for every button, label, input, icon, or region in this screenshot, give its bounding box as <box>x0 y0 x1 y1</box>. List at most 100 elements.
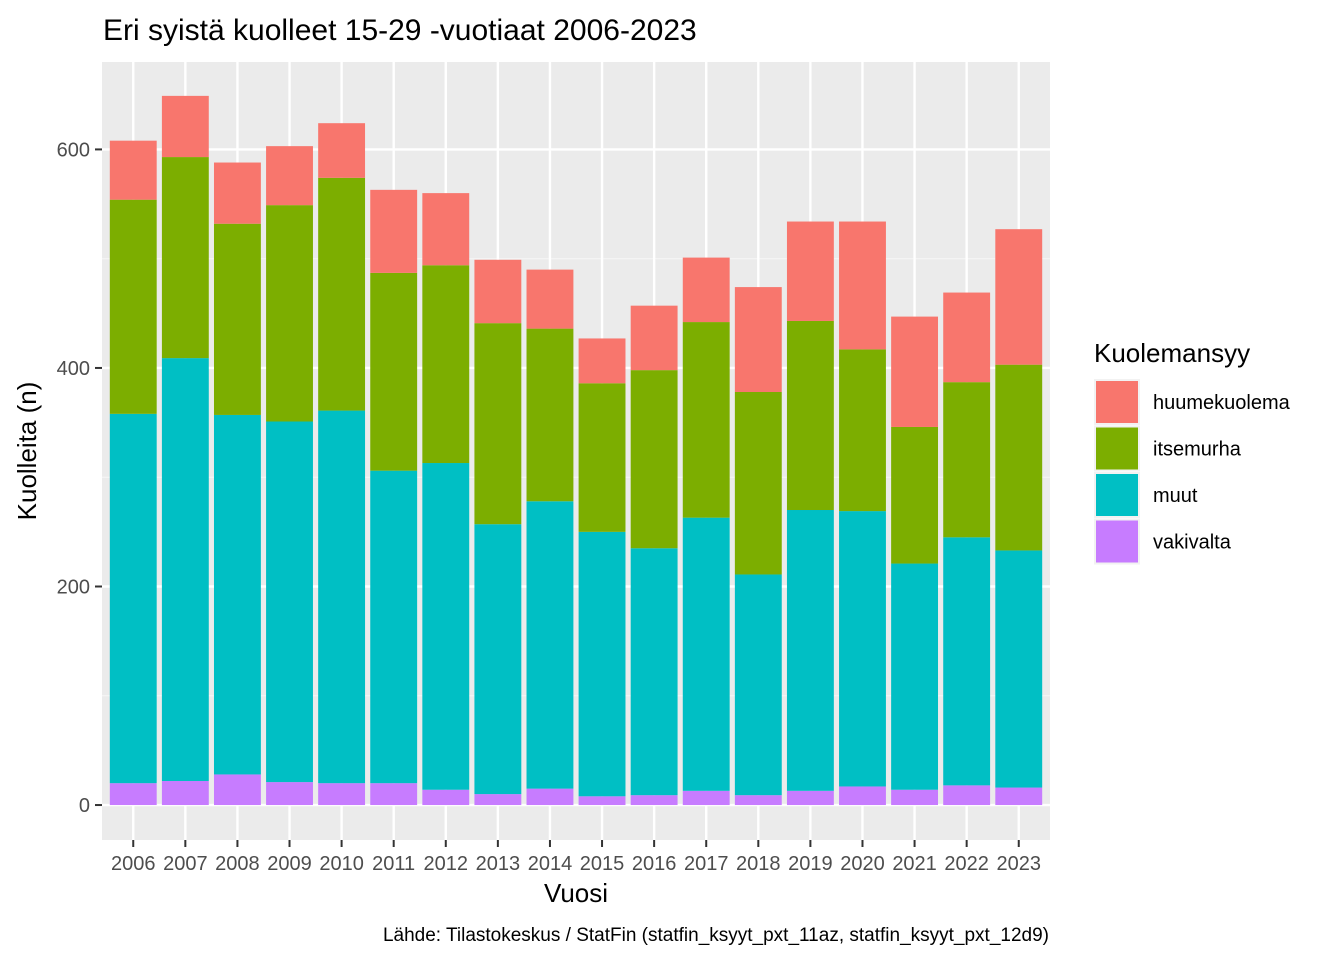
bar-vakivalta-2017 <box>682 790 730 806</box>
bar-vakivalta-2010 <box>318 783 366 806</box>
y-tick-label: 400 <box>57 358 90 380</box>
bar-muut-2014 <box>526 501 574 789</box>
bar-vakivalta-2012 <box>422 789 470 806</box>
bar-vakivalta-2015 <box>578 796 626 806</box>
x-tick-label: 2021 <box>892 853 937 875</box>
bar-huumekuolema-2011 <box>370 189 418 273</box>
legend-label-huumekuolema: huumekuolema <box>1153 392 1291 414</box>
y-tick-label: 0 <box>79 795 90 817</box>
x-tick-label: 2008 <box>215 853 260 875</box>
x-tick-label: 2017 <box>684 853 729 875</box>
bar-muut-2010 <box>318 410 366 784</box>
y-axis-label: Kuolleita (n) <box>12 382 42 521</box>
bar-itsemurha-2008 <box>213 223 261 415</box>
bar-muut-2019 <box>786 510 834 791</box>
bar-itsemurha-2010 <box>318 177 366 411</box>
bar-vakivalta-2009 <box>266 782 313 806</box>
bar-huumekuolema-2020 <box>839 221 886 350</box>
source-caption: Lähde: Tilastokeskus / StatFin (statfin_… <box>383 925 1049 946</box>
legend-swatch-vakivalta <box>1096 520 1138 563</box>
bar-huumekuolema-2017 <box>682 257 730 323</box>
bar-vakivalta-2020 <box>839 786 886 806</box>
bar-muut-2006 <box>109 413 157 784</box>
bar-vakivalta-2007 <box>161 780 209 806</box>
legend: Kuolemansyy huumekuolema itsemurha muut vak… <box>1094 338 1291 565</box>
bar-muut-2012 <box>422 463 470 790</box>
bar-vakivalta-2018 <box>734 795 782 806</box>
bar-huumekuolema-2006 <box>109 140 157 200</box>
bar-huumekuolema-2013 <box>474 259 522 324</box>
legend-label-itsemurha: itsemurha <box>1153 439 1242 461</box>
bar-vakivalta-2014 <box>526 788 574 806</box>
legend-swatch-itsemurha <box>1096 427 1138 470</box>
bar-muut-2018 <box>734 574 782 796</box>
legend-items: huumekuolema itsemurha muut vakivalta <box>1094 379 1291 565</box>
bar-vakivalta-2023 <box>995 787 1043 806</box>
bar-itsemurha-2016 <box>630 370 678 549</box>
bar-huumekuolema-2012 <box>422 193 470 266</box>
legend-title: Kuolemansyy <box>1094 338 1250 368</box>
y-tick-label: 200 <box>57 576 90 598</box>
y-tick-label: 600 <box>57 139 90 161</box>
bar-muut-2022 <box>943 537 991 786</box>
bar-itsemurha-2012 <box>422 265 470 464</box>
bar-huumekuolema-2019 <box>786 221 834 321</box>
x-tick-label: 2019 <box>788 853 833 875</box>
bar-itsemurha-2023 <box>995 364 1043 551</box>
bar-vakivalta-2008 <box>213 774 261 806</box>
bar-huumekuolema-2018 <box>734 287 782 392</box>
x-tick-label: 2016 <box>632 853 677 875</box>
bar-huumekuolema-2015 <box>578 338 626 384</box>
chart-title: Eri syistä kuolleet 15-29 -vuotiaat 2006… <box>103 14 697 47</box>
x-tick-label: 2010 <box>319 853 364 875</box>
x-tick-label: 2015 <box>580 853 625 875</box>
bar-huumekuolema-2010 <box>318 123 366 178</box>
bar-muut-2016 <box>630 548 678 796</box>
bars <box>109 95 1043 806</box>
x-axis-label: Vuosi <box>544 878 608 908</box>
bar-muut-2015 <box>578 531 626 797</box>
bar-itsemurha-2015 <box>578 383 626 532</box>
bar-itsemurha-2007 <box>161 157 209 359</box>
bar-muut-2011 <box>370 470 418 784</box>
x-axis: 2006 2007 2008 2009 2010 2011 2012 2013 2014 2015… <box>111 840 1041 875</box>
bar-muut-2007 <box>161 358 209 781</box>
bar-muut-2013 <box>474 524 522 795</box>
bar-huumekuolema-2014 <box>526 269 574 329</box>
bar-vakivalta-2021 <box>891 789 939 806</box>
bar-huumekuolema-2022 <box>943 292 991 383</box>
bar-itsemurha-2009 <box>266 205 313 422</box>
bar-muut-2020 <box>839 511 886 787</box>
bar-muut-2023 <box>995 550 1043 788</box>
x-tick-label: 2013 <box>476 853 521 875</box>
bar-itsemurha-2021 <box>891 426 939 564</box>
bar-itsemurha-2014 <box>526 328 574 502</box>
x-tick-label: 2018 <box>736 853 781 875</box>
bar-vakivalta-2016 <box>630 795 678 806</box>
bar-muut-2021 <box>891 563 939 790</box>
bar-itsemurha-2018 <box>734 391 782 575</box>
y-axis: 0 200 400 600 <box>57 139 102 817</box>
bar-vakivalta-2011 <box>370 783 418 806</box>
x-tick-label: 2011 <box>372 853 415 875</box>
bar-itsemurha-2006 <box>109 199 157 414</box>
bar-huumekuolema-2016 <box>630 305 678 371</box>
legend-swatch-muut <box>1096 474 1138 516</box>
bar-vakivalta-2022 <box>943 785 991 806</box>
bar-itsemurha-2011 <box>370 272 418 471</box>
bar-vakivalta-2013 <box>474 794 522 806</box>
legend-swatch-huumekuolema <box>1096 381 1138 423</box>
bar-huumekuolema-2007 <box>161 95 209 158</box>
x-tick-label: 2006 <box>111 853 156 875</box>
bar-itsemurha-2019 <box>786 320 834 511</box>
x-tick-label: 2022 <box>944 853 989 875</box>
x-tick-label: 2020 <box>840 853 885 875</box>
bar-muut-2008 <box>213 414 261 775</box>
bar-itsemurha-2022 <box>943 382 991 538</box>
x-tick-label: 2014 <box>528 853 573 875</box>
x-tick-label: 2007 <box>163 853 208 875</box>
bar-huumekuolema-2009 <box>266 146 313 206</box>
bar-huumekuolema-2008 <box>213 162 261 224</box>
bar-huumekuolema-2023 <box>995 229 1043 365</box>
